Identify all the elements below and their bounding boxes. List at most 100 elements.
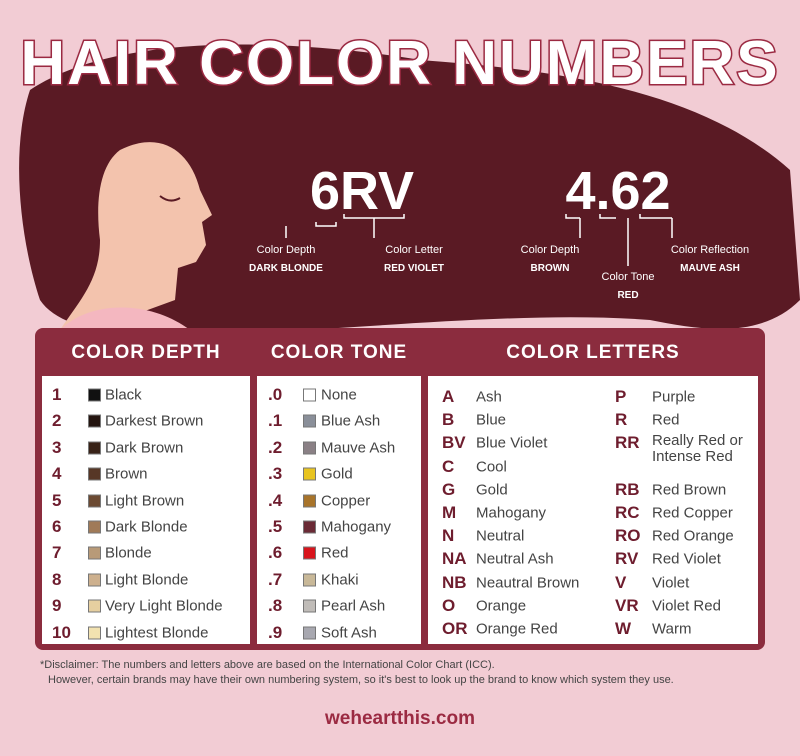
code: .5 [268,517,283,536]
letter-code: B [442,410,455,430]
letter-name: Red [652,411,680,429]
letter-code: RR [615,433,640,453]
disclaimer: However, certain brands may have their o… [48,674,674,686]
letter-name: Gold [476,481,508,499]
code: 4 [52,464,62,484]
name: Pearl Ash [321,597,386,615]
swatch [303,520,316,534]
part-label: Color Letter [385,244,443,256]
swatch [303,388,316,402]
name: Darkest Brown [105,412,204,430]
part-label: Color Depth [256,244,316,256]
swatch [303,414,316,428]
letter-code: RV [615,549,639,569]
letter-code: M [442,503,457,522]
letter-name: Orange [476,597,527,615]
example-code: 6RV [309,161,415,221]
name: Blue Ash [321,412,381,430]
code: 10 [52,622,71,642]
letter-name: Violet Red [652,597,721,615]
part-value: MAUVE ASH [680,263,740,274]
name: Khaki [321,571,359,589]
letter-code: RB [615,479,640,499]
swatch [88,520,101,534]
name: Very Light Blonde [105,597,223,615]
letter-name: Blue [476,411,507,429]
letter-name: Really Red or Intense Red [652,432,743,466]
title: HAIR COLOR NUMBERS [19,28,780,100]
swatch [88,599,101,613]
letter-code: V [615,572,627,592]
letter-name: Purple [652,388,696,406]
part-label: Color Depth [520,244,580,256]
code: .0 [268,385,283,404]
part-value: DARK BLONDE [249,263,323,274]
code: 1 [52,385,62,404]
name: Copper [321,492,371,510]
code: .3 [268,464,283,484]
disclaimer: *Disclaimer: The numbers and letters abo… [40,659,495,671]
letter-name: Ash [476,388,502,406]
name: Black [105,386,142,404]
code: .2 [268,437,283,457]
swatch [88,414,101,428]
shoulder [60,307,190,330]
code: 3 [52,437,62,457]
letter-name: Neutral [476,527,525,545]
swatch [88,388,101,402]
swatch [88,626,101,640]
code: 2 [52,411,62,431]
swatch [303,573,316,587]
letter-code: P [615,387,627,406]
letter-code: OR [442,619,468,638]
name: Brown [105,465,148,483]
letter-name: Violet [652,574,690,592]
name: Gold [321,465,353,483]
name: None [321,386,357,404]
name: Mauve Ash [321,439,396,457]
swatch [303,546,316,560]
swatch [88,546,101,560]
example-code: 4.62 [565,161,671,221]
letter-name: Red Copper [652,504,733,522]
name: Blonde [105,544,152,562]
swatch [88,467,101,481]
swatch [303,626,316,640]
letter-code: G [442,479,456,499]
tone-panel [257,376,421,644]
letter-name: Orange Red [476,620,558,638]
code: .9 [268,622,283,642]
letter-code: RC [615,503,640,522]
letter-code: C [442,456,455,476]
swatch [88,573,101,587]
letter-code: W [615,619,632,638]
code: .4 [268,490,283,510]
depth-panel [42,376,250,644]
section-heading: COLOR DEPTH [71,342,221,363]
hair [19,44,800,336]
code: 8 [52,569,62,589]
letter-code: R [615,410,628,430]
face [60,142,212,330]
name: Soft Ash [321,624,377,642]
section-heading: COLOR TONE [270,342,408,363]
code: 9 [52,596,62,616]
part-label: Color Reflection [670,244,750,256]
swatch [303,494,316,508]
brackets [285,214,673,266]
name: Light Brown [105,492,185,510]
letter-name: Neautral Brown [476,574,580,592]
letter-name: Mahogany [476,504,547,522]
code: .6 [268,543,283,563]
letter-name: Red Brown [652,481,727,499]
letter-name: Warm [652,620,692,638]
swatch [303,599,316,613]
code: .8 [268,596,283,616]
part-label: Color Tone [601,271,655,283]
footer: weheartthis.com [325,708,475,729]
part-value: BROWN [530,263,570,274]
letter-code: VR [615,595,639,615]
section-heading: COLOR LETTERS [506,342,680,363]
